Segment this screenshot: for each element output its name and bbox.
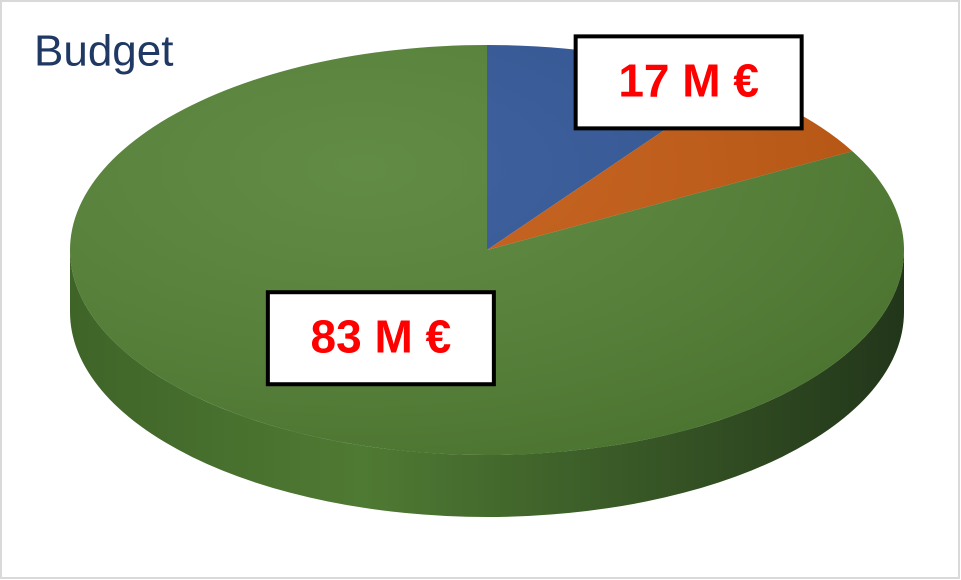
chart-title: Budget: [34, 27, 173, 76]
label-text: 17 M €: [618, 55, 759, 107]
data-label: 17 M €: [573, 34, 804, 131]
data-label: 83 M €: [265, 290, 496, 387]
pie-side: [70, 250, 904, 517]
label-box: [265, 290, 496, 387]
label-box: [573, 34, 804, 131]
label-text: 83 M €: [311, 310, 452, 362]
